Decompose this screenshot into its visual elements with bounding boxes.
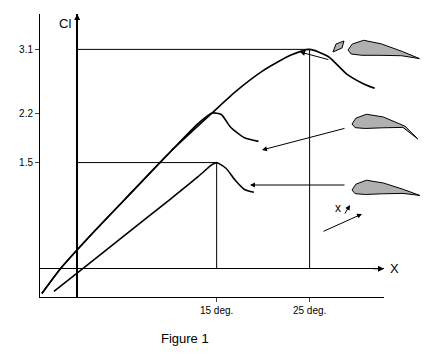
svg-text:Cl: Cl — [59, 16, 71, 31]
svg-text:Figure 1: Figure 1 — [161, 331, 209, 346]
svg-text:2.2: 2.2 — [19, 108, 33, 119]
svg-text:3.1: 3.1 — [19, 44, 33, 55]
svg-text:25 deg.: 25 deg. — [293, 305, 326, 316]
svg-text:1.5: 1.5 — [19, 157, 33, 168]
svg-text:X: X — [390, 261, 399, 276]
svg-text:15 deg.: 15 deg. — [200, 305, 233, 316]
svg-text:x: x — [335, 201, 341, 215]
